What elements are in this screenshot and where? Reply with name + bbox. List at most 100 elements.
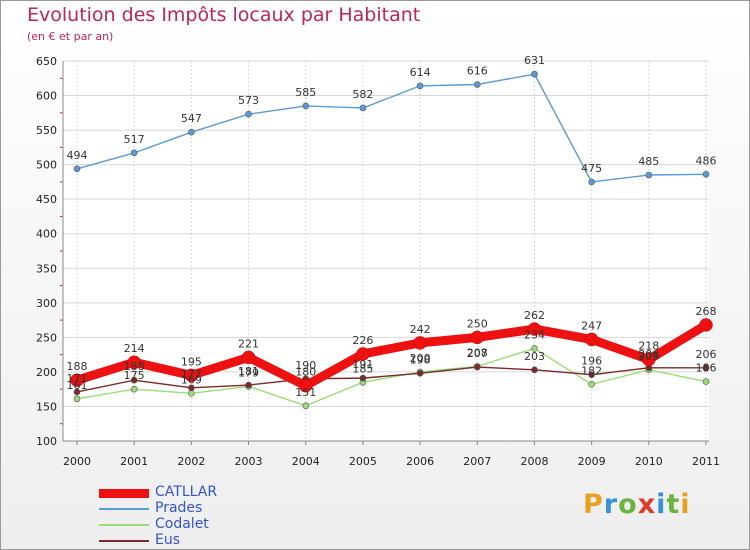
logo-letter: i	[680, 489, 691, 520]
data-point-codalet	[702, 378, 710, 385]
data-point-prades	[73, 165, 81, 173]
data-point-codalet	[130, 385, 138, 393]
data-label-eus: 206	[696, 348, 717, 361]
data-point-catllar	[470, 330, 485, 345]
data-point-prades	[645, 171, 653, 179]
data-label-prades: 485	[638, 155, 659, 168]
legend-swatch-codalet	[99, 524, 149, 526]
data-point-eus	[188, 384, 195, 392]
legend-label-eus: Eus	[155, 532, 181, 548]
series-catllar	[70, 318, 713, 393]
data-label-catllar: 188	[67, 360, 88, 373]
logo-letter: t	[666, 489, 681, 520]
data-point-codalet	[588, 381, 595, 388]
data-point-codalet	[302, 402, 310, 410]
data-point-prades	[302, 102, 310, 110]
data-point-catllar	[356, 347, 370, 361]
x-tick-label: 2006	[406, 455, 434, 468]
y-tick-label: 550	[36, 124, 57, 137]
data-label-codalet: 161	[67, 379, 88, 392]
data-point-catllar	[699, 318, 713, 332]
y-tick-label: 600	[36, 90, 57, 103]
x-tick-label: 2008	[520, 455, 548, 468]
data-label-codalet: 175	[124, 369, 145, 382]
data-label-catllar: 195	[181, 355, 202, 368]
x-tick-label: 2007	[463, 455, 491, 468]
legend-swatch-catllar	[99, 489, 149, 498]
data-point-prades	[245, 110, 252, 118]
data-label-codalet: 169	[181, 373, 202, 386]
chart-title: Evolution des Impôts locaux par Habitant	[27, 4, 421, 26]
data-point-prades	[588, 178, 595, 186]
data-point-catllar	[527, 322, 542, 336]
data-point-codalet	[531, 345, 538, 352]
logo-letter: i	[656, 489, 667, 520]
y-tick-label: 100	[36, 435, 57, 448]
data-point-prades	[702, 171, 710, 178]
y-tick-label: 500	[36, 159, 57, 172]
data-label-eus: 190	[295, 359, 316, 372]
legend-label-codalet: Codalet	[155, 516, 209, 532]
data-label-codalet: 186	[696, 362, 717, 375]
x-tick-label: 2004	[292, 455, 320, 468]
data-label-prades: 475	[581, 162, 602, 175]
data-point-catllar	[241, 350, 256, 365]
data-point-codalet	[73, 395, 81, 403]
data-point-prades	[473, 81, 481, 88]
data-point-eus	[588, 371, 595, 378]
data-point-eus	[245, 381, 252, 389]
data-label-eus: 198	[410, 353, 431, 366]
data-point-eus	[531, 366, 538, 374]
data-label-eus: 188	[124, 360, 145, 373]
data-label-prades: 547	[181, 112, 202, 125]
legend-swatch-prades	[99, 508, 149, 510]
data-label-prades: 494	[67, 149, 88, 162]
y-tick-label: 150	[36, 400, 57, 413]
data-point-prades	[416, 82, 424, 90]
data-label-prades: 486	[696, 154, 717, 167]
y-tick-label: 300	[36, 297, 57, 310]
x-tick-label: 2001	[120, 455, 148, 468]
data-label-codalet: 200	[410, 352, 431, 365]
x-tick-label: 2002	[177, 455, 205, 468]
data-label-codalet: 185	[352, 362, 373, 375]
data-label-prades: 614	[410, 66, 431, 79]
data-point-catllar	[70, 373, 84, 387]
data-point-eus	[416, 369, 424, 377]
data-point-catllar	[127, 355, 141, 369]
data-label-catllar: 262	[524, 309, 545, 322]
data-label-catllar: 242	[410, 323, 431, 336]
data-label-codalet: 151	[295, 386, 316, 399]
series-prades	[73, 70, 710, 186]
series-line-eus	[76, 366, 707, 393]
series-line-codalet	[76, 347, 707, 407]
data-label-prades: 616	[467, 64, 488, 77]
y-tick-label: 450	[36, 193, 57, 206]
data-label-prades: 582	[352, 88, 373, 101]
data-label-catllar: 226	[352, 334, 373, 347]
data-point-codalet	[188, 390, 195, 397]
data-label-eus: 171	[67, 372, 88, 385]
data-label-eus: 206	[638, 348, 659, 361]
chart-subtitle: (en € et par an)	[27, 30, 114, 43]
data-point-catllar	[184, 368, 199, 383]
data-label-prades: 517	[124, 133, 145, 146]
proxiti-logo: Proxiti	[583, 489, 691, 520]
series-line-catllar	[72, 320, 711, 391]
data-point-eus	[359, 374, 367, 382]
data-point-prades	[188, 128, 195, 136]
logo-letter: x	[637, 489, 657, 520]
data-point-eus	[473, 363, 481, 371]
y-tick-label: 400	[36, 228, 57, 241]
x-tick-label: 2010	[635, 455, 663, 468]
data-point-prades	[531, 70, 538, 78]
data-label-eus: 191	[352, 358, 373, 371]
data-point-catllar	[413, 336, 427, 350]
series-eus	[73, 363, 710, 396]
data-point-prades	[359, 104, 367, 112]
series-line-prades	[76, 73, 707, 183]
data-point-prades	[130, 149, 138, 157]
y-tick-label: 200	[36, 366, 57, 379]
data-point-eus	[702, 364, 710, 372]
y-tick-label: 250	[36, 331, 57, 344]
